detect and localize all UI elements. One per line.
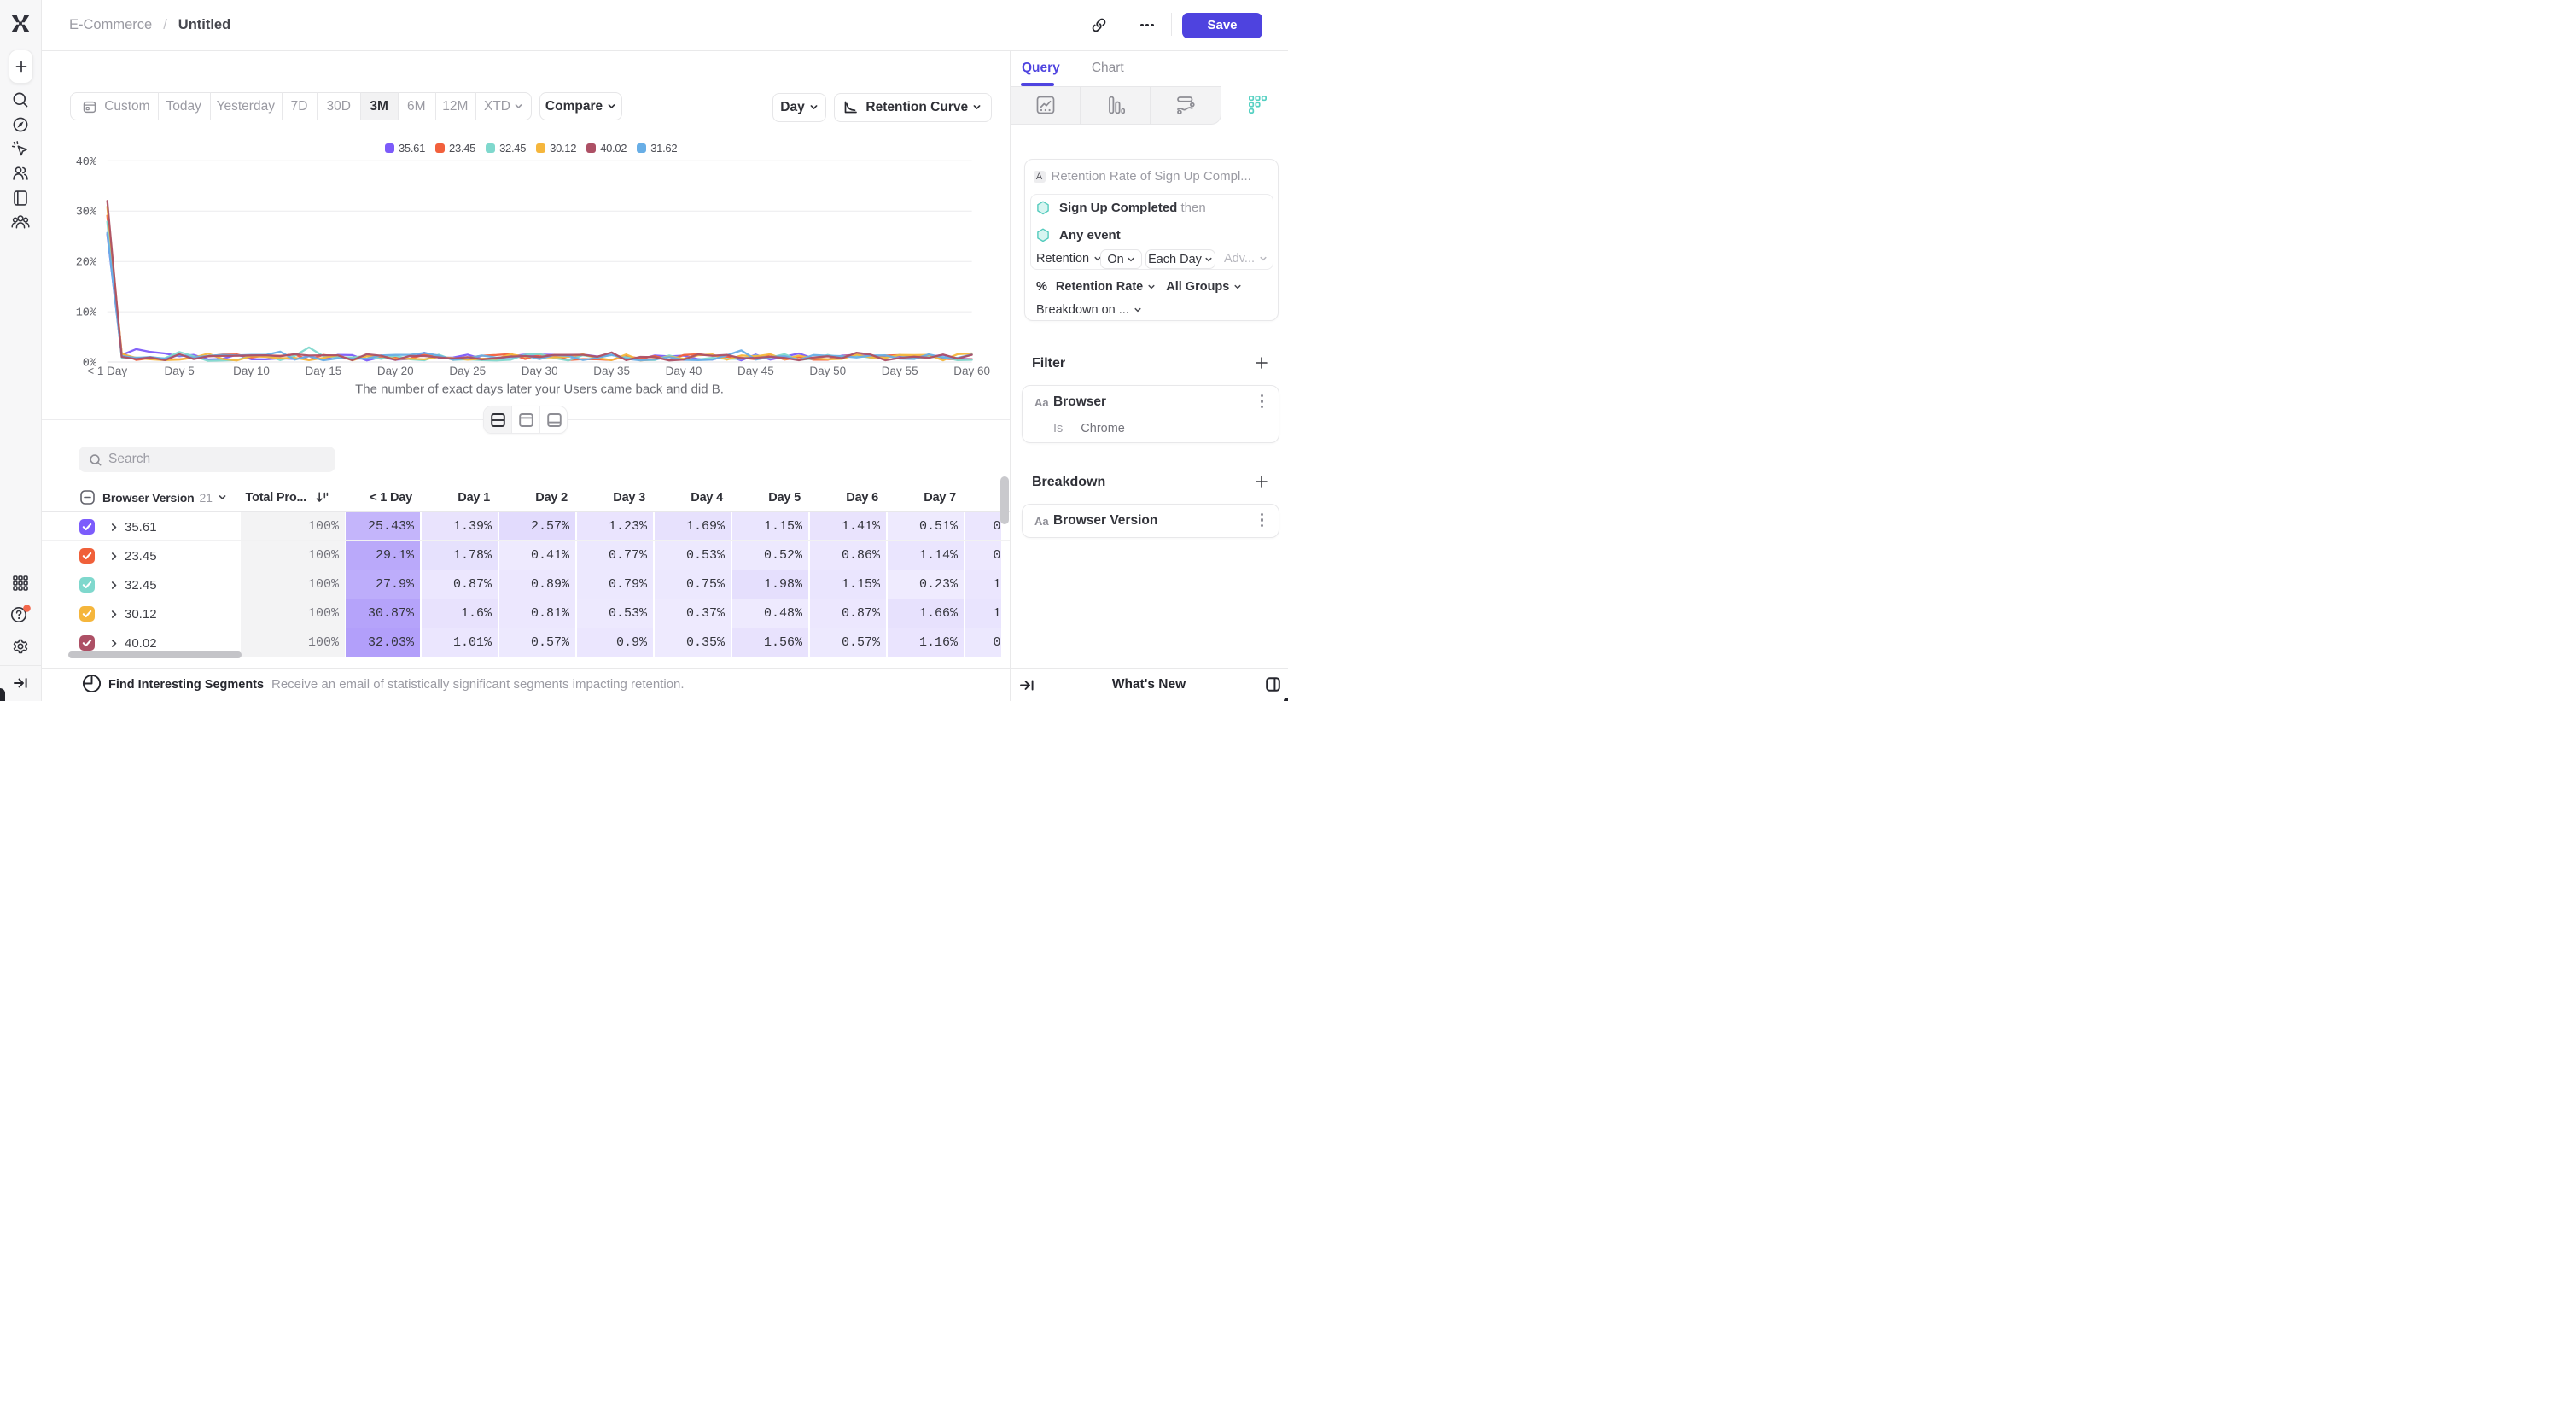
svg-text:The number of exact days later: The number of exact days later your User… xyxy=(355,383,724,397)
svg-text:Day 35: Day 35 xyxy=(593,365,630,377)
svg-text:Day 45: Day 45 xyxy=(737,365,774,377)
svg-text:Day 5: Day 5 xyxy=(164,365,194,377)
svg-text:10%: 10% xyxy=(76,307,97,320)
svg-text:0%: 0% xyxy=(83,358,97,371)
svg-text:30%: 30% xyxy=(76,207,97,219)
svg-text:Day 15: Day 15 xyxy=(306,365,342,377)
svg-text:Day 10: Day 10 xyxy=(233,365,270,377)
svg-text:Day 40: Day 40 xyxy=(666,365,702,377)
svg-text:Day 20: Day 20 xyxy=(377,365,414,377)
svg-text:Day 30: Day 30 xyxy=(522,365,558,377)
svg-text:40%: 40% xyxy=(76,156,97,169)
svg-text:Day 55: Day 55 xyxy=(882,365,918,377)
svg-text:Day 60: Day 60 xyxy=(953,365,990,377)
svg-text:Day 25: Day 25 xyxy=(449,365,486,377)
svg-text:< 1 Day: < 1 Day xyxy=(87,365,127,377)
svg-text:20%: 20% xyxy=(76,257,97,270)
svg-text:Day 50: Day 50 xyxy=(809,365,846,377)
